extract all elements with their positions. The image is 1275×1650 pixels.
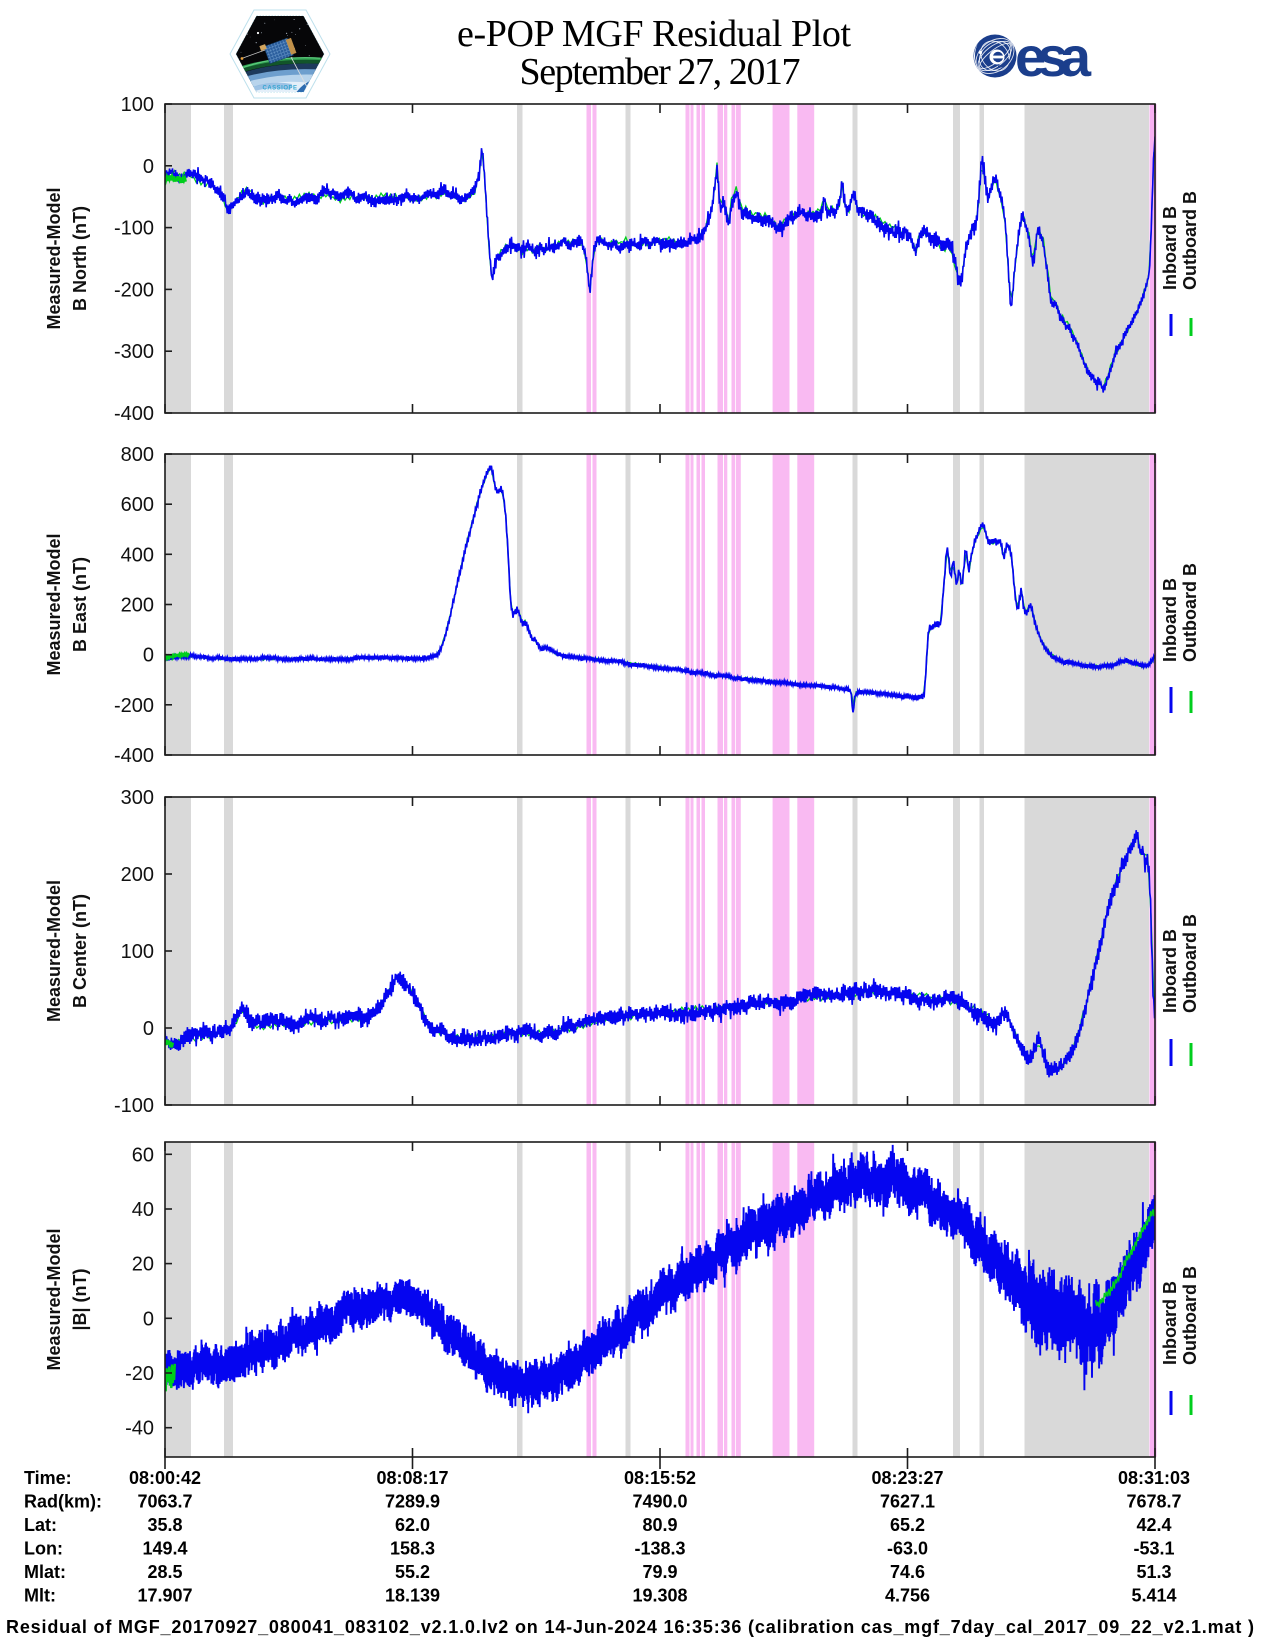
svg-text:100: 100 [121,941,154,963]
svg-text:400: 400 [121,544,154,566]
svg-text:-138.3: -138.3 [634,1539,685,1559]
svg-text:100: 100 [121,94,154,116]
svg-text:esa: esa [1015,25,1092,88]
svg-text:-63.0: -63.0 [887,1539,928,1559]
svg-text:79.9: 79.9 [642,1562,677,1582]
svg-text:-200: -200 [114,695,154,717]
svg-text:42.4: 42.4 [1136,1515,1171,1535]
svg-text:Measured-Model: Measured-Model [44,1228,64,1370]
svg-text:0: 0 [143,1018,154,1040]
svg-text:Outboard B: Outboard B [1180,563,1200,662]
svg-text:B East (nT): B East (nT) [70,557,90,652]
svg-text:20: 20 [132,1254,154,1276]
svg-text:Inboard B: Inboard B [1160,206,1180,290]
svg-text:B Center (nT): B Center (nT) [70,894,90,1008]
svg-text:Lat:: Lat: [24,1515,57,1535]
svg-text:September 27, 2017: September 27, 2017 [520,51,801,93]
svg-text:7627.1: 7627.1 [880,1492,935,1512]
svg-text:200: 200 [121,595,154,617]
svg-text:7063.7: 7063.7 [137,1492,192,1512]
svg-text:7490.0: 7490.0 [632,1492,687,1512]
svg-text:600: 600 [121,494,154,516]
svg-text:55.2: 55.2 [395,1562,430,1582]
svg-text:-400: -400 [114,403,154,425]
svg-text:Measured-Model: Measured-Model [44,533,64,675]
svg-text:40: 40 [132,1199,154,1221]
svg-text:158.3: 158.3 [390,1539,435,1559]
svg-text:-100: -100 [114,218,154,240]
svg-text:65.2: 65.2 [890,1515,925,1535]
svg-text:CASSIOPE: CASSIOPE [262,86,297,92]
svg-text:5.414: 5.414 [1131,1586,1176,1606]
svg-text:Lon:: Lon: [24,1539,63,1559]
svg-text:Mlat:: Mlat: [24,1562,66,1582]
svg-text:-100: -100 [114,1095,154,1117]
svg-text:Inboard B: Inboard B [1160,1281,1180,1365]
svg-text:74.6: 74.6 [890,1562,925,1582]
svg-text:7289.9: 7289.9 [385,1492,440,1512]
svg-text:19.308: 19.308 [632,1586,687,1606]
svg-text:800: 800 [121,444,154,466]
svg-text:e-POP MGF Residual Plot: e-POP MGF Residual Plot [457,13,851,55]
svg-text:-300: -300 [114,341,154,363]
svg-text:200: 200 [121,864,154,886]
svg-text:Outboard B: Outboard B [1180,1266,1200,1365]
svg-text:-20: -20 [125,1363,154,1385]
svg-text:08:15:52: 08:15:52 [624,1468,696,1488]
svg-text:0: 0 [143,645,154,667]
svg-text:35.8: 35.8 [147,1515,182,1535]
svg-text:B North (nT): B North (nT) [70,206,90,311]
svg-text:-53.1: -53.1 [1133,1539,1174,1559]
svg-text:4.756: 4.756 [885,1586,930,1606]
svg-text:7678.7: 7678.7 [1126,1492,1181,1512]
svg-text:80.9: 80.9 [642,1515,677,1535]
svg-text:08:31:03: 08:31:03 [1118,1468,1190,1488]
svg-text:08:08:17: 08:08:17 [376,1468,448,1488]
svg-text:Outboard B: Outboard B [1180,914,1200,1013]
svg-text:Measured-Model: Measured-Model [44,187,64,329]
svg-text:-40: -40 [125,1418,154,1440]
svg-text:18.139: 18.139 [385,1586,440,1606]
svg-text:Measured-Model: Measured-Model [44,880,64,1022]
svg-text:-200: -200 [114,279,154,301]
svg-text:08:00:42: 08:00:42 [129,1468,201,1488]
svg-text:08:23:27: 08:23:27 [871,1468,943,1488]
svg-text:-400: -400 [114,745,154,767]
svg-text:0: 0 [143,156,154,178]
svg-text:62.0: 62.0 [395,1515,430,1535]
svg-text:Rad(km):: Rad(km): [24,1492,102,1512]
svg-text:Mlt:: Mlt: [24,1586,56,1606]
svg-text:300: 300 [121,787,154,809]
svg-text:0: 0 [143,1308,154,1330]
svg-text:28.5: 28.5 [147,1562,182,1582]
svg-text:|B| (nT): |B| (nT) [70,1268,90,1330]
svg-text:17.907: 17.907 [137,1586,192,1606]
svg-text:60: 60 [132,1144,154,1166]
svg-text:Inboard B: Inboard B [1160,929,1180,1013]
svg-text:149.4: 149.4 [142,1539,187,1559]
svg-text:51.3: 51.3 [1136,1562,1171,1582]
svg-text:Time:: Time: [24,1468,72,1488]
svg-text:Inboard B: Inboard B [1160,578,1180,662]
svg-text:Outboard B: Outboard B [1180,191,1200,290]
svg-text:Residual of MGF_20170927_08004: Residual of MGF_20170927_080041_083102_v… [6,1617,1254,1637]
